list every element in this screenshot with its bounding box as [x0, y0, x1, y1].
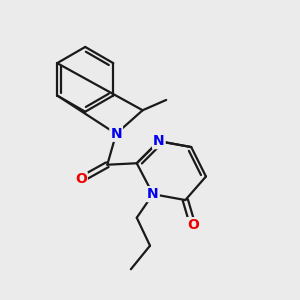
Text: N: N	[147, 187, 159, 201]
Text: O: O	[187, 218, 199, 232]
Text: O: O	[75, 172, 87, 186]
Text: N: N	[153, 134, 165, 148]
Text: N: N	[110, 127, 122, 141]
